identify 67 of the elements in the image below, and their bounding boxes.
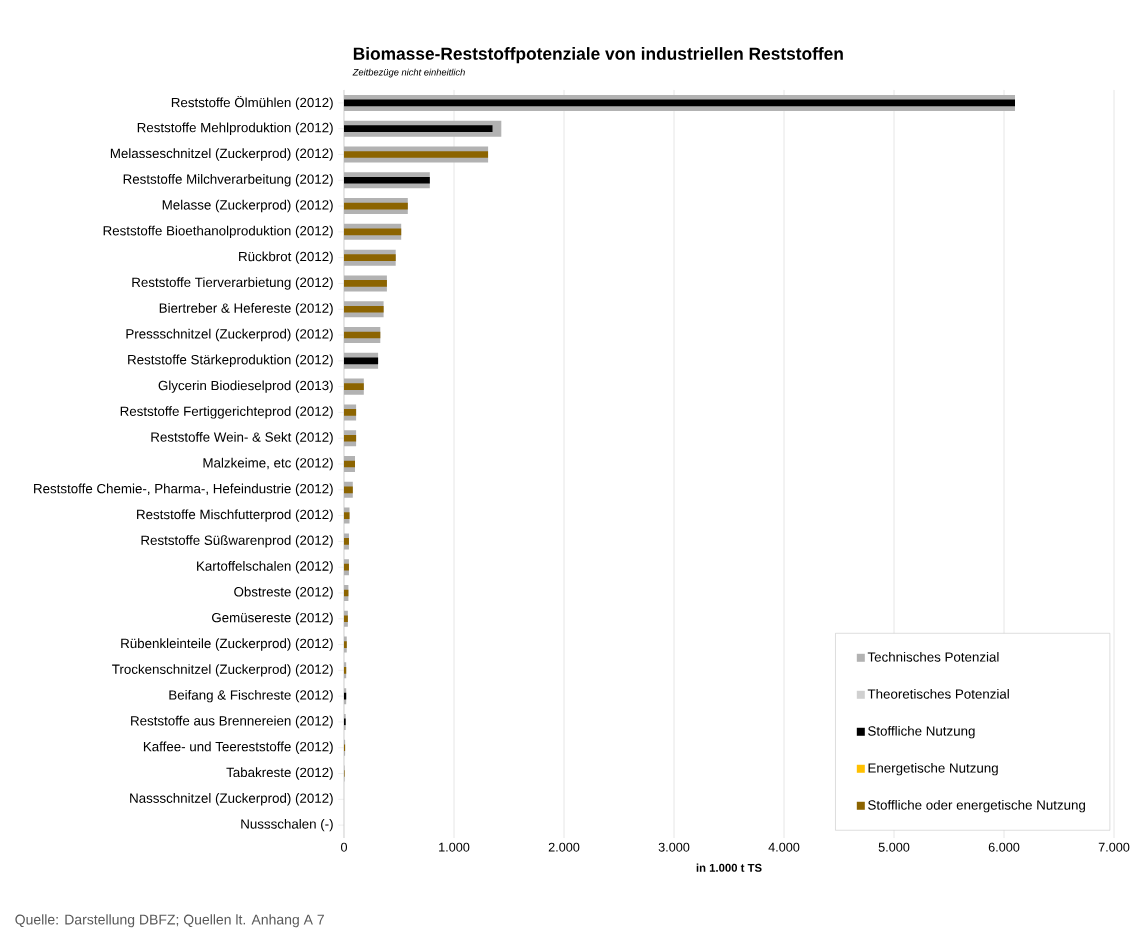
chart-subtitle: Zeitbezüge nicht einheitlich: [352, 68, 465, 78]
bar: [344, 667, 347, 674]
y-tick-label: Reststoffe Wein- & Sekt (2012): [151, 432, 333, 445]
legend-label: Theoretisches Potenzial: [867, 688, 1009, 699]
x-tick-label: 1.000: [439, 842, 470, 852]
x-tick-label: 6.000: [988, 842, 1020, 852]
bar: [344, 357, 379, 365]
x-axis-title: in 1.000 t TS: [696, 863, 762, 872]
legend-label: Energetische Nutzung: [868, 762, 998, 776]
bar: [344, 409, 357, 416]
y-tick-label: Nussschalen (-): [241, 818, 333, 832]
y-tick-label: Kaffee- und Teereststoffe (2012): [143, 741, 333, 754]
bar: [344, 151, 489, 158]
bar: [344, 254, 396, 261]
bar: [344, 202, 408, 210]
y-tick-label: Melasseschnitzel (Zuckerprod) (2012): [110, 148, 333, 161]
y-tick-label: Trockenschnitzel (Zuckerprod) (2012): [112, 664, 333, 677]
y-tick-label: Melasse (Zuckerprod) (2012): [162, 199, 333, 213]
y-tick-label: Reststoffe Bioethanolproduktion (2012): [103, 225, 333, 239]
source-note: Quelle: Darstellung DBFZ; Quellen lt. Anhang A 7: [15, 914, 324, 928]
x-tick-label: 7.000: [1098, 842, 1130, 852]
x-tick-label: 5.000: [878, 842, 910, 852]
bar: [344, 176, 430, 184]
y-tick-label: Nassschnitzel (Zuckerprod) (2012): [130, 793, 333, 806]
x-tick-label: 4.000: [768, 842, 800, 852]
y-tick-label: Rübenkleinteile (Zuckerprod) (2012): [121, 638, 333, 651]
legend-label: Technisches Potenzial: [867, 651, 999, 662]
y-tick-label: Reststoffe Stärkeproduktion (2012): [128, 354, 333, 368]
y-tick-label: Reststoffe Mehlproduktion (2012): [137, 122, 333, 135]
bar: [344, 538, 349, 545]
bar: [344, 99, 1016, 107]
y-tick-label: Reststoffe Süßwarenprod (2012): [141, 535, 333, 548]
y-tick-label: Reststoffe Chemie-, Pharma-, Hefeindustrie (2012): [34, 483, 333, 497]
x-tick-label: 0: [340, 842, 348, 852]
bar: [344, 228, 402, 236]
y-tick-label: Beifang & Fischreste (2012): [169, 689, 333, 703]
legend-label: Stoffliche oder energetische Nutzung: [868, 799, 1085, 813]
bar: [344, 383, 364, 390]
y-tick-label: Glycerin Biodieselprod (2013): [158, 380, 333, 393]
bar: [344, 486, 353, 494]
y-tick-label: Obstreste (2012): [234, 586, 333, 600]
y-tick-label: Reststoffe Mischfutterprod (2012): [137, 509, 333, 522]
y-tick-label: Reststoffe aus Brennereien (2012): [131, 715, 333, 729]
legend-label: Stoffliche Nutzung: [868, 725, 975, 739]
bar: [344, 305, 384, 313]
bar: [344, 460, 355, 468]
bar: [344, 641, 347, 648]
y-tick-label: Biertreber & Hefereste (2012): [159, 303, 333, 316]
bar: [344, 563, 349, 571]
y-tick-label: Malzkeime, etc (2012): [203, 457, 333, 471]
y-tick-label: Reststoffe Fertiggerichteprod (2012): [120, 406, 333, 419]
y-tick-label: Reststoffe Tierverarbietung (2012): [132, 277, 333, 290]
bar: [344, 615, 348, 623]
bar: [344, 280, 387, 287]
y-tick-label: Reststoffe Ölmühlen (2012): [171, 95, 333, 110]
bar: [344, 434, 357, 442]
chart-title: Biomasse-Reststoffpotenziale von industriellen Reststoffen: [353, 47, 843, 64]
y-tick-label: Rückbrot (2012): [239, 251, 333, 264]
y-tick-label: Reststoffe Milchverarbeitung (2012): [123, 174, 333, 187]
y-tick-label: Pressschnitzel (Zuckerprod) (2012): [126, 328, 333, 342]
y-tick-label: Kartoffelschalen (2012): [197, 560, 333, 574]
y-tick-label: Gemüsereste (2012): [211, 612, 333, 625]
x-tick-label: 3.000: [658, 842, 690, 852]
bar: [344, 125, 493, 133]
x-tick-label: 2.000: [548, 842, 580, 852]
y-tick-label: Tabakreste (2012): [226, 767, 333, 780]
bar: [344, 512, 350, 519]
